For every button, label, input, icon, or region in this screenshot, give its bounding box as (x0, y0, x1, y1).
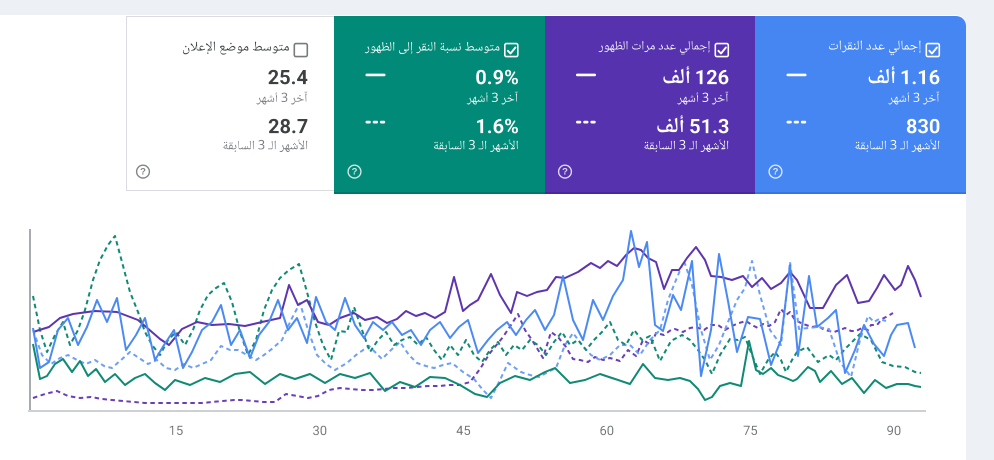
svg-text:?: ? (773, 167, 779, 178)
svg-text:?: ? (140, 167, 146, 178)
svg-text:?: ? (352, 167, 358, 178)
svg-text:?: ? (562, 167, 568, 178)
